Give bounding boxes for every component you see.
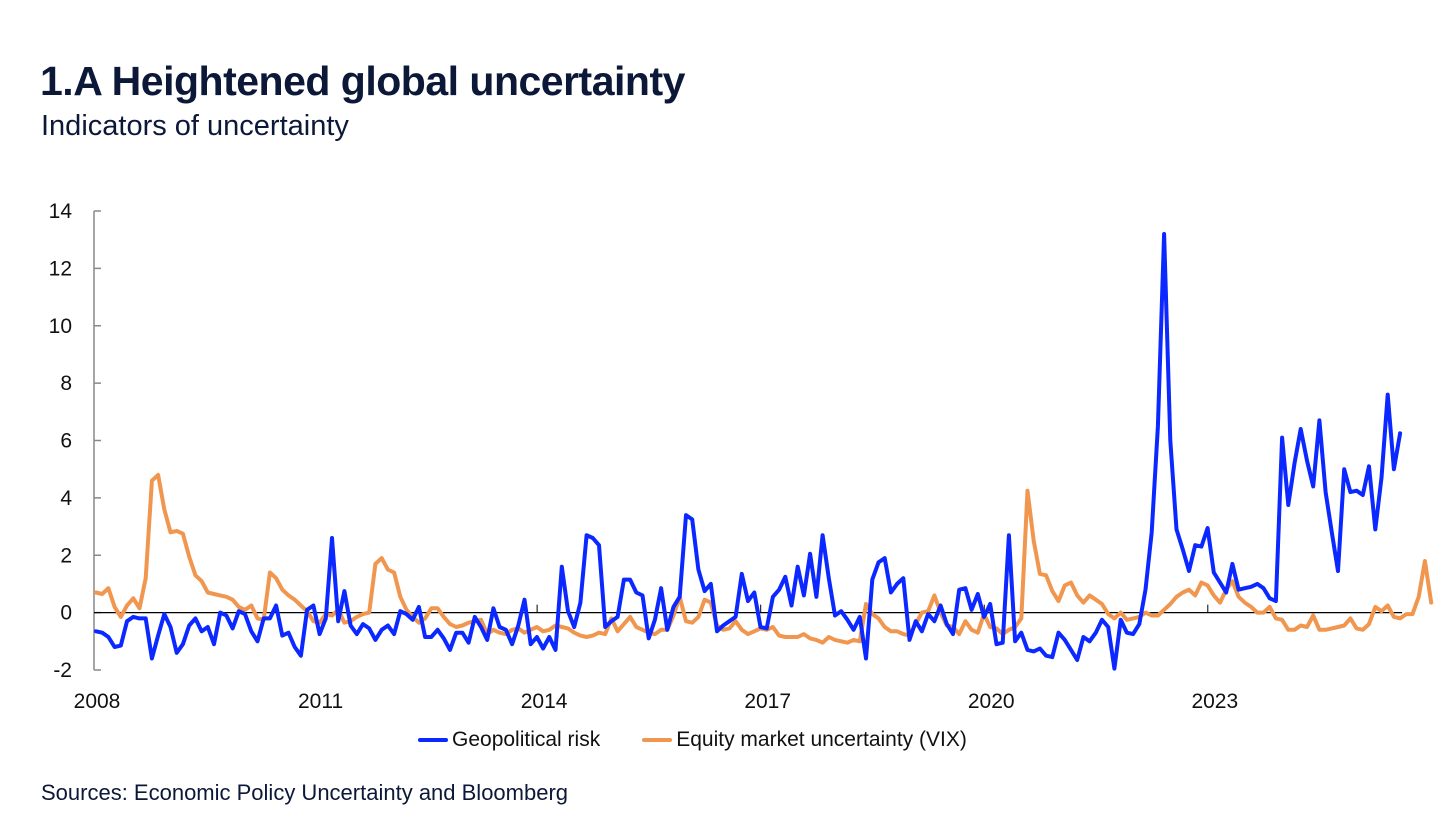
- tick-labels: -2 0 2 4 6 8 10 12 14 2008 2011 2014 2017 2020 2023: [49, 200, 1239, 713]
- y-tick-label: 12: [49, 257, 72, 280]
- series-line-geopolitical-risk: [94, 232, 1403, 671]
- y-tick-label: -2: [53, 659, 72, 682]
- x-tick-label: 2020: [968, 690, 1015, 713]
- chart-title: 1.A Heightened global uncertainty: [40, 58, 685, 104]
- y-tick-label: 0: [60, 602, 72, 625]
- y-tick-label: 8: [60, 372, 72, 395]
- legend-item-vix: Equity market uncertainty (VIX): [642, 728, 967, 752]
- y-tick-label: 4: [60, 487, 72, 510]
- legend-swatch-geopolitical: [418, 738, 448, 742]
- y-tick-label: 10: [49, 315, 72, 338]
- x-tick-label: 2014: [521, 690, 568, 713]
- x-tick-label: 2023: [1191, 690, 1238, 713]
- y-tick-label: 2: [60, 544, 72, 567]
- legend: Geopolitical risk Equity market uncertai…: [418, 728, 1009, 752]
- legend-item-geopolitical: Geopolitical risk: [418, 728, 600, 752]
- legend-label-geopolitical: Geopolitical risk: [452, 728, 601, 751]
- y-tick-label: 14: [49, 200, 73, 223]
- x-tick-label: 2017: [744, 690, 791, 713]
- series-lines: [94, 232, 1434, 671]
- y-tick-label: 6: [60, 430, 72, 453]
- series-line-vix: [94, 472, 1434, 645]
- x-tick-label: 2008: [74, 690, 121, 713]
- chart-subtitle: Indicators of uncertainty: [41, 110, 349, 142]
- x-tick-label: 2011: [298, 690, 343, 713]
- axes: [93, 210, 1403, 671]
- legend-label-vix: Equity market uncertainty (VIX): [676, 728, 967, 751]
- legend-swatch-vix: [642, 738, 673, 742]
- source-note: Sources: Economic Policy Uncertainty and…: [41, 780, 569, 805]
